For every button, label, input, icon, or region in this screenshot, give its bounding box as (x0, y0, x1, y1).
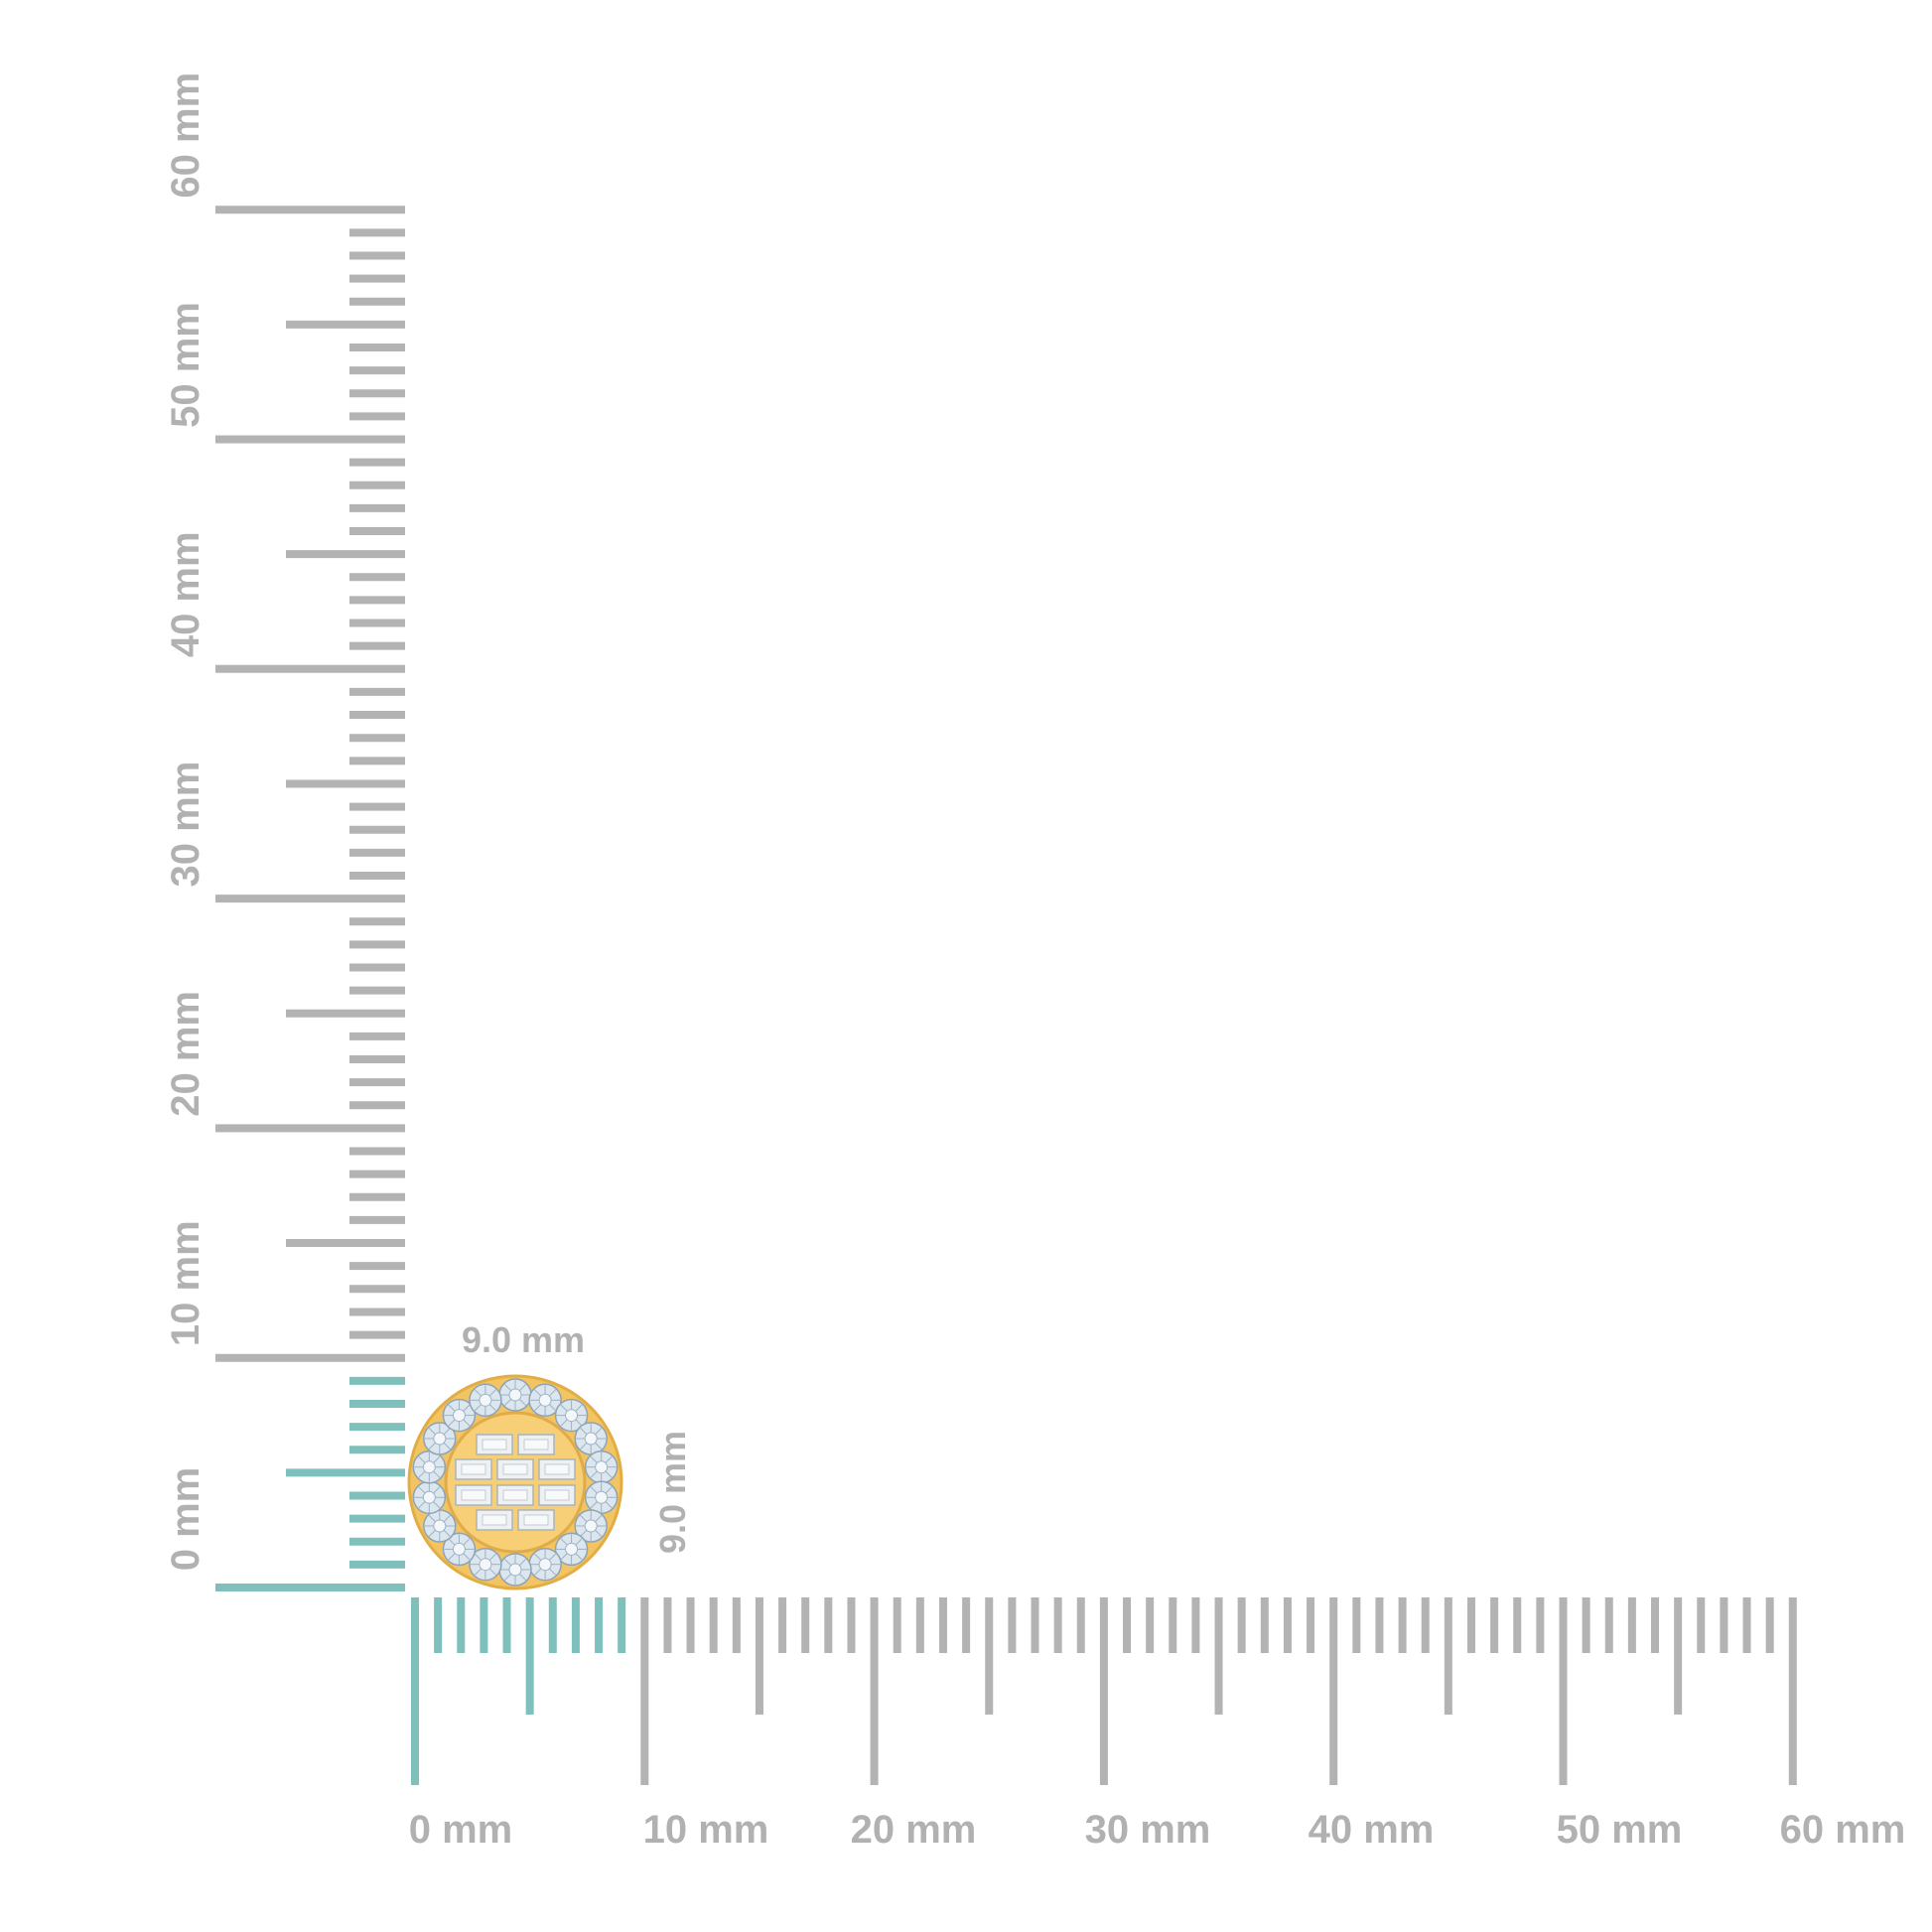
round-diamond (412, 1480, 447, 1515)
round-diamond (412, 1449, 447, 1484)
baguette-diamond (517, 1509, 555, 1531)
round-diamond (528, 1547, 562, 1582)
horizontal-ruler-labels: 0 mm 10 mm 20 mm 30 mm 40 mm 50 mm 60 mm (409, 1808, 1906, 1852)
x-label: 10 mm (643, 1808, 769, 1852)
round-diamond (442, 1398, 477, 1433)
baguette-diamond (496, 1458, 534, 1480)
vertical-ruler (215, 206, 405, 1591)
x-label: 30 mm (1085, 1808, 1211, 1852)
baguette-diamond (517, 1434, 555, 1455)
horizontal-ruler (411, 1597, 1797, 1785)
round-diamond (469, 1547, 502, 1582)
x-label: 50 mm (1557, 1808, 1683, 1852)
vertical-ruler-labels: 0 mm 10 mm 20 mm 30 mm 40 mm 50 mm 60 mm (164, 72, 207, 1571)
y-label: 40 mm (164, 531, 207, 657)
round-diamond (498, 1553, 532, 1587)
x-label: 20 mm (851, 1808, 977, 1852)
baguette-diamond (476, 1434, 513, 1455)
baguette-diamond (538, 1458, 576, 1480)
round-diamond (584, 1449, 619, 1484)
baguette-diamond (476, 1509, 513, 1531)
x-label: 60 mm (1780, 1808, 1906, 1852)
baguette-diamond (455, 1458, 492, 1480)
baguette-diamond (538, 1484, 576, 1506)
round-diamond (554, 1398, 589, 1433)
round-diamond (498, 1378, 532, 1412)
y-label: 20 mm (164, 991, 207, 1117)
width-label: 9.0 mm (462, 1319, 585, 1360)
x-label: 40 mm (1309, 1808, 1435, 1852)
round-diamond (442, 1532, 477, 1567)
x-label: 0 mm (409, 1808, 513, 1852)
round-diamond (584, 1480, 619, 1515)
y-label: 30 mm (164, 761, 207, 888)
y-label: 10 mm (164, 1220, 207, 1346)
y-label: 0 mm (164, 1467, 207, 1572)
baguette-diamond (496, 1484, 534, 1506)
y-label: 60 mm (164, 72, 207, 199)
earring-image (407, 1374, 623, 1590)
round-diamond (423, 1509, 457, 1543)
round-diamond (554, 1532, 589, 1567)
round-diamond (423, 1422, 457, 1455)
inner-plate (444, 1411, 587, 1554)
round-diamond (574, 1509, 608, 1543)
round-diamond (574, 1422, 608, 1455)
round-diamond (528, 1383, 562, 1418)
y-label: 50 mm (164, 302, 207, 428)
round-diamond (469, 1383, 502, 1418)
baguette-diamond (455, 1484, 492, 1506)
height-label: 9.0 mm (652, 1431, 693, 1554)
